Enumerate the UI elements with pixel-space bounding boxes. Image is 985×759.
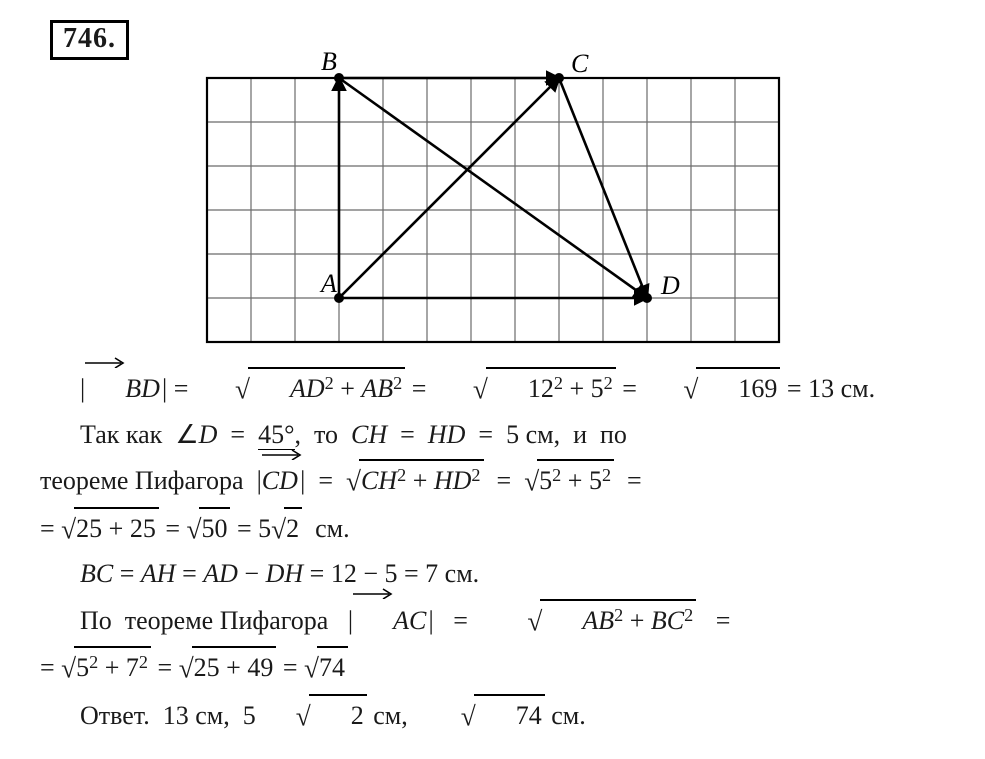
problem-number-box: 746. [50, 20, 129, 60]
line-cd-2: = √25 + 25 = √50 = 5√2 см. [40, 507, 945, 551]
vector-ac: AC [353, 601, 426, 641]
line-cd: теореме Пифагора |CD | = √CH2 + HD2 = √5… [40, 459, 945, 503]
line-angle-d: Так как ∠D = 45°, то CH = HD = 5 см, и п… [40, 415, 945, 455]
problem-number: 746. [63, 23, 116, 54]
diagram-container: B C A D [30, 50, 955, 363]
page: 746. B C A D |BD | = √AD2 + AB2 = √122 + 52… [0, 0, 985, 759]
line-ac: По теореме Пифагора |AC | = √AB2 + BC2 = [40, 599, 945, 643]
line-ac-2: = √52 + 72 = √25 + 49 = √74 [40, 646, 945, 690]
geometry-diagram: B C A D [179, 50, 807, 358]
svg-text:A: A [319, 269, 337, 298]
svg-text:D: D [660, 271, 680, 300]
solution-text: |BD | = √AD2 + AB2 = √122 + 52 = √169 = … [30, 367, 955, 738]
vector-cd: CD [262, 461, 298, 501]
svg-text:B: B [321, 50, 337, 76]
svg-text:C: C [571, 50, 589, 78]
answer-line: Ответ. 13 см, 5√2 см, √74 см. [40, 694, 945, 738]
sqrt-ad2-ab2: √AD2 + AB2 [195, 367, 405, 411]
diagram: B C A D [179, 50, 807, 363]
line-bc: BC = AH = AD − DH = 12 − 5 = 7 см. [40, 554, 945, 594]
vector-bd: BD [85, 369, 160, 409]
line-bd: |BD | = √AD2 + AB2 = √122 + 52 = √169 = … [40, 367, 945, 411]
